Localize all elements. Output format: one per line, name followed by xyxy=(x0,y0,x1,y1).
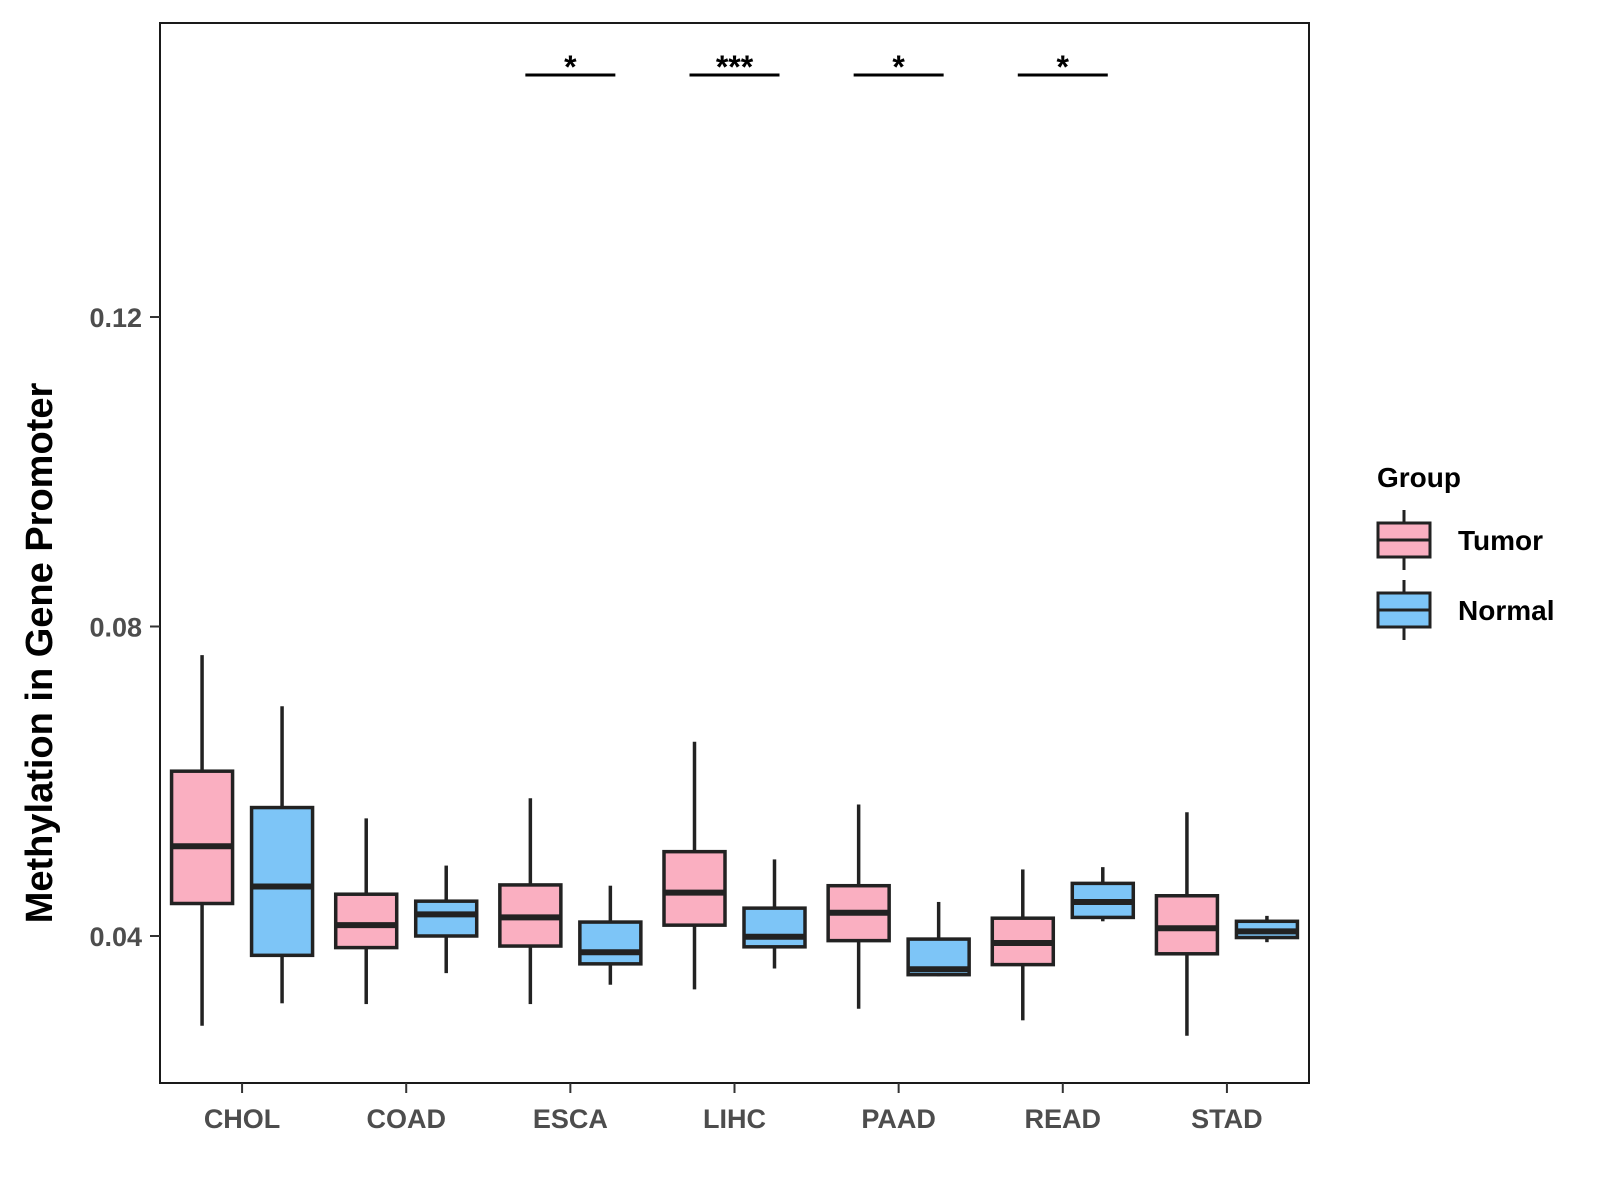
box-lihc-normal xyxy=(742,859,807,969)
box-chol-tumor xyxy=(169,655,235,1026)
legend-label-normal: Normal xyxy=(1458,595,1554,626)
y-tick-label: 0.04 xyxy=(89,922,142,952)
legend-title: Group xyxy=(1377,462,1461,493)
box-lihc-tumor xyxy=(662,741,727,990)
x-tick-label-coad: COAD xyxy=(366,1104,446,1134)
x-tick-label-chol: CHOL xyxy=(204,1104,281,1134)
significance-label: *** xyxy=(716,49,754,85)
significance-layer: * *** * * xyxy=(525,49,1108,85)
box-iqr xyxy=(169,769,235,906)
box-iqr xyxy=(249,805,315,958)
box-coad-tumor xyxy=(333,818,399,1005)
plot-panel xyxy=(159,22,1310,1084)
x-tick-label-stad: STAD xyxy=(1191,1104,1263,1134)
legend: Group Tumor Normal xyxy=(1376,462,1554,640)
significance-esca: * xyxy=(525,49,616,85)
box-iqr xyxy=(413,899,479,938)
box-read-normal xyxy=(1070,867,1136,922)
significance-read: * xyxy=(1017,49,1108,85)
y-axis-title: Methylation in Gene Promoter xyxy=(19,383,61,924)
legend-item-tumor: Tumor xyxy=(1376,510,1543,570)
box-iqr xyxy=(662,849,727,927)
box-chol-normal xyxy=(249,706,315,1004)
x-tick-label-lihc: LIHC xyxy=(703,1104,766,1134)
box-paad-tumor xyxy=(826,804,891,1009)
x-tick-label-read: READ xyxy=(1025,1104,1102,1134)
significance-paad: * xyxy=(853,49,944,85)
significance-label: * xyxy=(1057,49,1070,85)
box-iqr xyxy=(742,906,807,949)
y-axis: 0.04 0.08 0.12 xyxy=(89,303,160,952)
significance-lihc: *** xyxy=(689,49,780,85)
box-read-tumor xyxy=(990,869,1056,1021)
box-stad-tumor xyxy=(1154,812,1220,1036)
box-coad-normal xyxy=(413,865,479,974)
box-esca-normal xyxy=(578,885,643,985)
significance-label: * xyxy=(564,49,577,85)
box-paad-normal xyxy=(906,901,971,977)
boxes-layer xyxy=(169,655,1300,1036)
box-iqr xyxy=(333,892,399,950)
y-tick-label: 0.12 xyxy=(89,303,142,333)
box-iqr xyxy=(578,920,643,966)
y-tick-label: 0.08 xyxy=(89,613,142,643)
legend-items: Tumor Normal xyxy=(1376,510,1554,640)
legend-label-tumor: Tumor xyxy=(1458,525,1543,556)
x-axis: CHOL COAD ESCA LIHC PAAD READ STAD xyxy=(204,1083,1263,1134)
legend-item-normal: Normal xyxy=(1376,580,1554,640)
box-stad-normal xyxy=(1234,915,1300,943)
significance-label: * xyxy=(892,49,905,85)
box-iqr xyxy=(1154,894,1220,956)
box-esca-tumor xyxy=(498,798,563,1005)
x-tick-label-paad: PAAD xyxy=(861,1104,936,1134)
x-tick-label-esca: ESCA xyxy=(533,1104,608,1134)
